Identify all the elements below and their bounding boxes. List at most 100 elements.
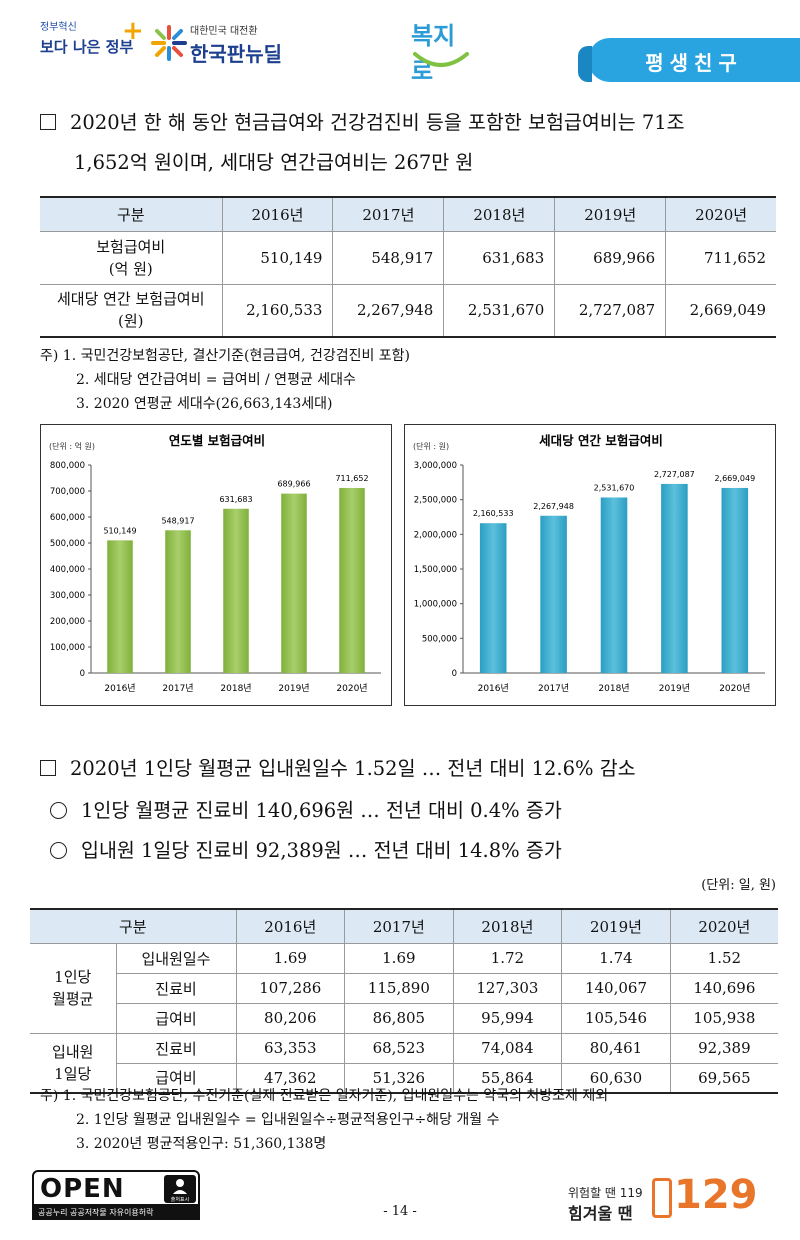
table-header-cell: 2018년: [443, 197, 555, 231]
note-line: 3. 2020년 평균적용인구: 51,360,138명: [76, 1136, 327, 1152]
table-header-cell: 구분: [40, 197, 222, 231]
bar: [721, 487, 749, 673]
table-cell: 140,067: [561, 972, 671, 1003]
table-cell: 47,362: [235, 1062, 345, 1093]
page-number: - 14 -: [383, 1204, 417, 1219]
square-bullet-icon: [40, 760, 56, 776]
x-tick-label: 2020년: [336, 683, 367, 694]
table-header-cell: 2020년: [665, 197, 776, 231]
bar: [165, 530, 191, 673]
notes1: 주) 1. 국민건강보험공단, 결산기준(현금급여, 건강검진비 포함) 2. …: [40, 344, 410, 416]
table-row: 입내원 1일당 진료비 63,353 68,523 74,084 80,461 9…: [30, 1032, 778, 1093]
data-label: 548,917: [161, 516, 194, 525]
x-tick-label: 2019년: [659, 683, 690, 694]
table-cell: 55,864: [452, 1062, 562, 1093]
table-cell: 60,630: [561, 1062, 671, 1093]
table-header-row: 구분 2016년 2017년 2018년 2019년 2020년: [30, 909, 778, 943]
y-tick-label: 1,500,000: [414, 565, 457, 575]
x-tick-label: 2016년: [104, 683, 135, 694]
y-tick-label: 2,500,000: [414, 496, 457, 506]
x-tick-label: 2019년: [278, 683, 309, 694]
table-cell: 1.69: [344, 942, 454, 973]
row-label-line1: 세대당 연간 보험급여비: [56, 290, 205, 309]
notes2: 주) 1. 국민건강보험공단, 수진기준(실제 진료받은 일자기준), 입내원일…: [40, 1084, 608, 1156]
y-tick-label: 600,000: [50, 513, 85, 523]
new-deal-star-icon: [151, 25, 187, 61]
chart-title: 세대당 연간 보험급여비: [539, 433, 663, 448]
circle-bullet-icon: [50, 802, 67, 819]
data-label: 711,652: [335, 474, 368, 483]
table-cell: 2,531,670: [443, 283, 555, 337]
data-label: 2,669,049: [714, 474, 755, 483]
section2-bullet1: 1인당 월평균 진료비 140,696원 … 전년 대비 0.4% 증가: [81, 799, 562, 822]
table-cell: 1.74: [561, 942, 671, 973]
gov-logo-big-text: 보다 나은 정부: [40, 38, 134, 56]
table-header-cell: 2016년: [235, 909, 345, 943]
row-label: 세대당 연간 보험급여비 (원): [40, 283, 222, 337]
attribution-person-icon: 출처표시: [164, 1175, 196, 1203]
table-cell: 115,890: [344, 972, 454, 1003]
helpline-number: 129: [674, 1172, 758, 1218]
data-label: 2,727,087: [654, 470, 695, 479]
chart-household-benefit-svg: 세대당 연간 보험급여비 (단위 : 원) 0 500,000 1,000,000 1,5…: [413, 433, 765, 694]
row-label-line2: (원): [117, 312, 144, 331]
table-header-cell: 2019년: [561, 909, 671, 943]
new-deal-big-text: 한국판뉴딜: [190, 42, 282, 66]
group-label-line1: 1인당: [54, 968, 92, 986]
table-header-cell: 2019년: [554, 197, 666, 231]
x-tick-label: 2016년: [478, 683, 509, 694]
bar: [600, 497, 628, 673]
person-icon: 출처표시: [171, 1179, 189, 1203]
table-cell: 711,652: [665, 230, 776, 284]
table-cell: 86,805: [344, 1002, 454, 1033]
table-cell: 1.52: [669, 942, 778, 973]
table-header-cell: 2016년: [221, 197, 333, 231]
table-cell: 1.69: [235, 942, 345, 973]
table-row: 진료비 107,286 115,890 127,303 140,067 140,…: [30, 972, 778, 1003]
visit-days-table: 구분 2016년 2017년 2018년 2019년 2020년 1인당 월평균 …: [30, 908, 778, 1094]
table-cell: 80,461: [561, 1032, 671, 1063]
section2-heading: 2020년 1인당 월평균 입내원일수 1.52일 … 전년 대비 12.6% …: [40, 752, 636, 786]
data-label: 510,149: [103, 526, 136, 535]
data-label: 2,160,533: [473, 509, 514, 518]
table-cell: 105,546: [561, 1002, 671, 1033]
y-tick-label: 0: [452, 669, 457, 679]
section1-line2-wrap: 1,652억 원이며, 세대당 연간급여비는 267만 원: [40, 146, 473, 180]
group-label: 입내원 1일당: [30, 1032, 116, 1093]
chart-annual-benefit: 연도별 보험급여비 (단위 : 억 원) 0 100,000 200,000 300,00…: [40, 424, 392, 706]
y-tick-label: 200,000: [50, 617, 85, 627]
y-tick-label: 100,000: [50, 643, 85, 653]
y-tick-label: 500,000: [50, 539, 85, 549]
table-cell: 80,206: [235, 1002, 345, 1033]
insurance-benefit-table: 구분 2016년 2017년 2018년 2019년 2020년 보험급여비 (억…: [40, 196, 776, 338]
plus-icon: +: [122, 16, 144, 46]
section2-bullet1-wrap: 1인당 월평균 진료비 140,696원 … 전년 대비 0.4% 증가: [50, 794, 562, 828]
data-label: 2,267,948: [533, 502, 574, 511]
y-tick-label: 800,000: [50, 461, 85, 471]
note-line: 2. 1인당 월평균 입내원일수 = 입내원일수÷평균적용인구÷해당 개월 수: [76, 1112, 500, 1128]
row-label-line1: 보험급여비: [96, 237, 166, 256]
table-header-cell: 2020년: [669, 909, 778, 943]
y-tick-label: 3,000,000: [414, 461, 457, 471]
table-cell: 68,523: [344, 1032, 454, 1063]
x-tick-label: 2018년: [220, 683, 251, 694]
row-label: 급여비: [115, 1062, 236, 1093]
chart-annual-benefit-svg: 연도별 보험급여비 (단위 : 억 원) 0 100,000 200,000 300,00…: [49, 433, 381, 694]
section1-line2: 1,652억 원이며, 세대당 연간급여비는 267만 원: [74, 151, 474, 174]
table-header-cell: 2018년: [452, 909, 562, 943]
table-cell: 74,084: [452, 1032, 562, 1063]
y-tick-label: 400,000: [50, 565, 85, 575]
chart-household-benefit: 세대당 연간 보험급여비 (단위 : 원) 0 500,000 1,000,000 1,5…: [404, 424, 776, 706]
gov-logo-small-text: 정부혁신: [40, 22, 77, 33]
open-logo-bar: 공공누리 공공저작물 자유이용허락: [32, 1206, 200, 1220]
x-tick-label: 2020년: [719, 683, 750, 694]
table-cell: 689,966: [554, 230, 666, 284]
group-label-line2: 1일당: [54, 1064, 92, 1083]
page-header: 정부혁신 보다 나은 정부 + 대한민국 대전환 한국판뉴딜 복지로 평생친구: [0, 0, 800, 90]
helpline-129-logo: 위험할 땐 119 힘겨울 땐 129: [568, 1164, 768, 1226]
chart-unit-label: (단위 : 원): [413, 441, 449, 451]
table-cell: 2,160,533: [221, 283, 333, 337]
bar: [339, 487, 365, 673]
data-label: 689,966: [277, 480, 310, 489]
helpline-text-1: 위험할 땐 119: [568, 1186, 643, 1200]
